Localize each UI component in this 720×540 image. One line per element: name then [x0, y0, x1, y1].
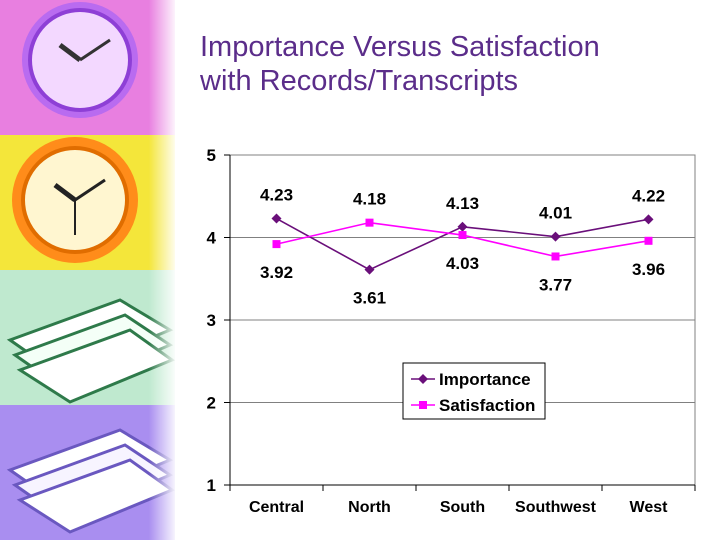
data-point — [644, 236, 653, 245]
data-point — [272, 240, 281, 249]
decorative-sidebar — [0, 0, 175, 540]
data-label: 4.23 — [260, 186, 293, 205]
data-label: 4.01 — [539, 204, 572, 223]
data-label: 3.61 — [353, 289, 386, 308]
x-tick-label: North — [348, 499, 391, 516]
legend-marker — [418, 374, 428, 384]
data-label: 4.03 — [446, 254, 479, 273]
data-point — [365, 218, 374, 227]
legend-label: Importance — [439, 370, 531, 389]
data-label: 3.96 — [632, 260, 665, 279]
line-chart: 1 2 3 4 5 Central North South Southwest West 4.23… — [207, 146, 696, 516]
x-tick-label: Central — [249, 499, 304, 516]
legend-marker — [419, 401, 427, 409]
data-label: 4.18 — [353, 190, 386, 209]
data-label: 3.77 — [539, 275, 572, 294]
data-point — [458, 231, 467, 240]
data-label: 3.92 — [260, 263, 293, 282]
x-tick-label: Southwest — [515, 499, 597, 516]
y-tick-label: 3 — [207, 311, 216, 330]
x-tick-label: West — [630, 499, 669, 516]
y-tick-label: 4 — [207, 229, 217, 248]
data-point — [457, 221, 468, 232]
y-tick-label: 2 — [207, 394, 216, 413]
data-point — [550, 231, 561, 242]
data-label: 4.13 — [446, 194, 479, 213]
data-point — [551, 252, 560, 261]
y-tick-label: 5 — [207, 146, 216, 165]
data-point — [643, 214, 654, 225]
data-point — [364, 264, 375, 275]
slide-title: Importance Versus Satisfaction with Reco… — [200, 31, 600, 97]
legend-label: Satisfaction — [439, 396, 535, 415]
legend-box — [402, 362, 546, 420]
data-point — [271, 213, 282, 224]
x-tick-label: South — [440, 499, 485, 516]
y-tick-label: 1 — [207, 476, 216, 495]
data-label: 4.22 — [632, 186, 665, 205]
